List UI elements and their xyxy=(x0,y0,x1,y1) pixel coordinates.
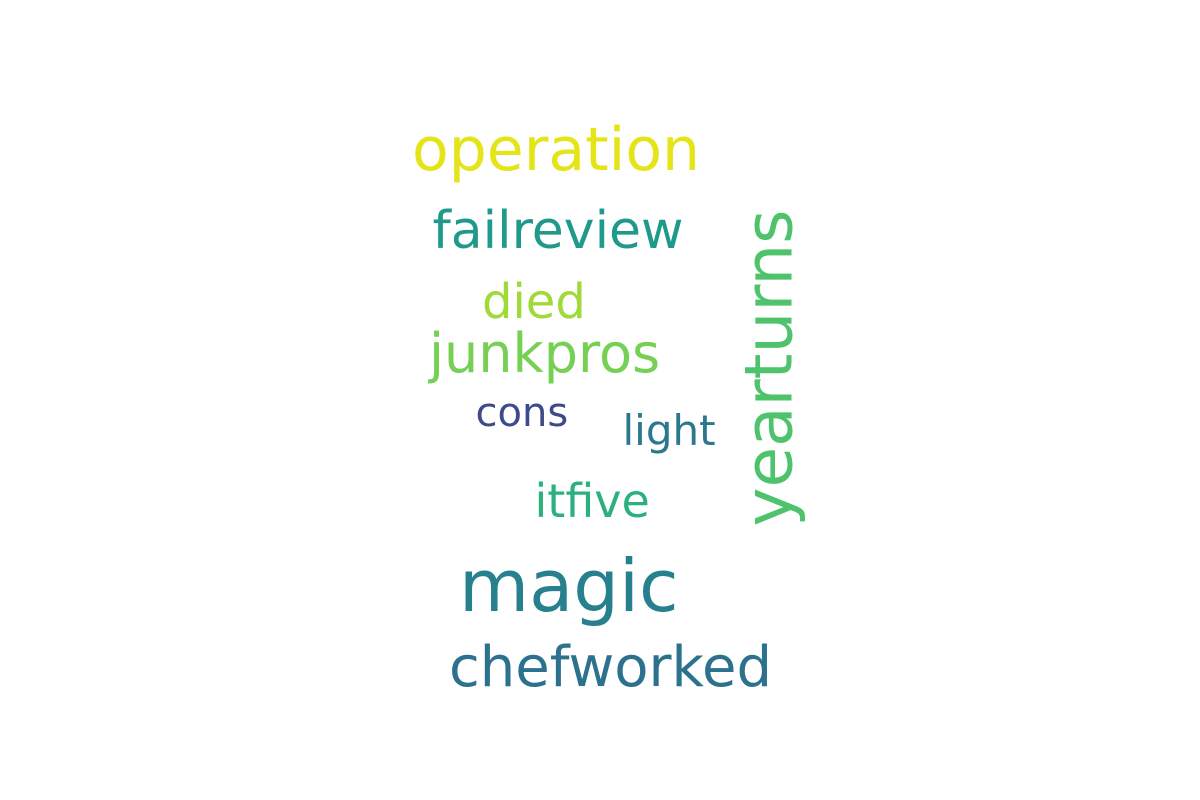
word-itfive: itfive xyxy=(534,474,650,528)
word-operation: operation xyxy=(412,115,701,185)
word-failreview: failreview xyxy=(432,201,684,261)
word-yearturns: yearturns xyxy=(730,208,808,527)
word-cons: cons xyxy=(475,390,569,436)
word-died: died xyxy=(482,274,586,330)
word-chefworked: chefworked xyxy=(449,635,772,700)
word-magic: magic xyxy=(459,544,679,628)
word-light: light xyxy=(622,406,716,455)
word-junkpros: junkpros xyxy=(429,322,661,385)
